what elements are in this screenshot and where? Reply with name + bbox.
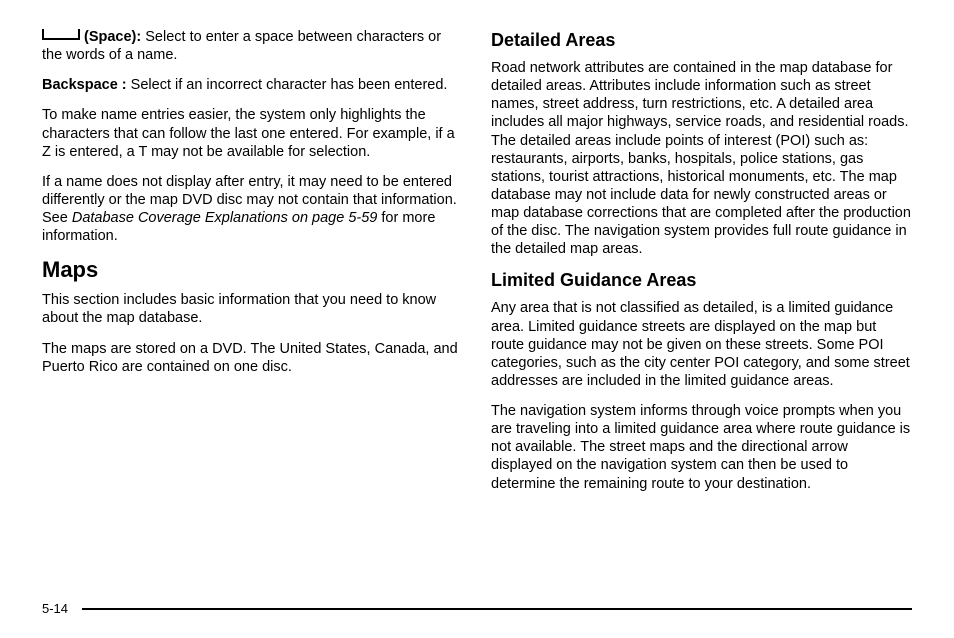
backspace-label: Backspace : [42, 77, 127, 93]
content-columns: (Space): Select to enter a space between… [42, 28, 912, 505]
detailed-areas-p: Road network attributes are contained in… [491, 59, 912, 258]
limited-guidance-p2: The navigation system informs through vo… [491, 402, 912, 493]
p4-reference: Database Coverage Explanations on page 5… [72, 210, 378, 226]
paragraph-highlight: To make name entries easier, the system … [42, 106, 463, 160]
footer-rule [82, 608, 912, 610]
maps-heading: Maps [42, 257, 463, 283]
detailed-areas-heading: Detailed Areas [491, 30, 912, 51]
limited-guidance-heading: Limited Guidance Areas [491, 270, 912, 291]
page-footer: 5-14 [42, 601, 912, 616]
backspace-paragraph: Backspace : Select if an incorrect chara… [42, 76, 463, 94]
space-paragraph: (Space): Select to enter a space between… [42, 28, 463, 64]
maps-p1: This section includes basic information … [42, 291, 463, 327]
paragraph-name-display: If a name does not display after entry, … [42, 173, 463, 246]
backspace-text: Select if an incorrect character has bee… [131, 77, 448, 93]
space-label: (Space): [84, 29, 141, 45]
right-column: Detailed Areas Road network attributes a… [491, 28, 912, 505]
space-icon [42, 29, 80, 40]
left-column: (Space): Select to enter a space between… [42, 28, 463, 505]
limited-guidance-p1: Any area that is not classified as detai… [491, 299, 912, 390]
page-number: 5-14 [42, 601, 68, 616]
maps-p2: The maps are stored on a DVD. The United… [42, 340, 463, 376]
